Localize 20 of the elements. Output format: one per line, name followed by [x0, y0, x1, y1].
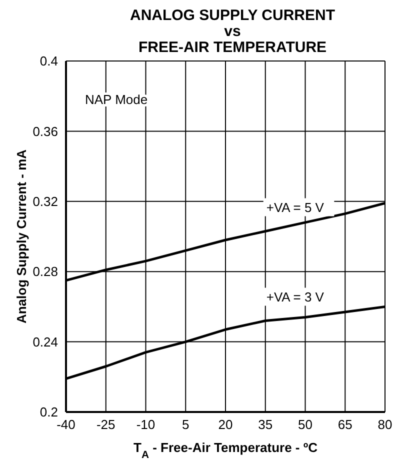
- x-tick-label: 50: [298, 417, 312, 432]
- chart-title: ANALOG SUPPLY CURRENT vs FREE-AIR TEMPERATURE: [128, 7, 336, 56]
- x-tick-label: 65: [338, 417, 352, 432]
- x-axis-title: T$_{A}$ - Free-Air Temperature - ºC: [134, 440, 318, 460]
- y-axis-title: Analog Supply Current - mA: [14, 148, 29, 324]
- y-tick-label: 0.36: [32, 124, 58, 139]
- y-tick-label: 0.2: [40, 404, 58, 420]
- y-tick-label: 0.28: [32, 264, 58, 280]
- x-tick-label: -10: [136, 417, 156, 432]
- x-tick-label: 5: [182, 417, 190, 432]
- y-tick-label: 0.24: [32, 334, 58, 350]
- x-tick-label: 35: [258, 417, 273, 432]
- y-tick-label: 0.4: [40, 54, 58, 69]
- x-tick-label: 20: [218, 417, 233, 432]
- x-tick-label: -40: [56, 417, 76, 432]
- x-tick-label: 80: [378, 417, 392, 432]
- x-tick-label: -25: [96, 417, 116, 432]
- series-label: +VA = 3 V: [266, 290, 324, 305]
- y-tick-label: 0.32: [32, 194, 58, 210]
- series-label: +VA = 5 V: [266, 200, 324, 216]
